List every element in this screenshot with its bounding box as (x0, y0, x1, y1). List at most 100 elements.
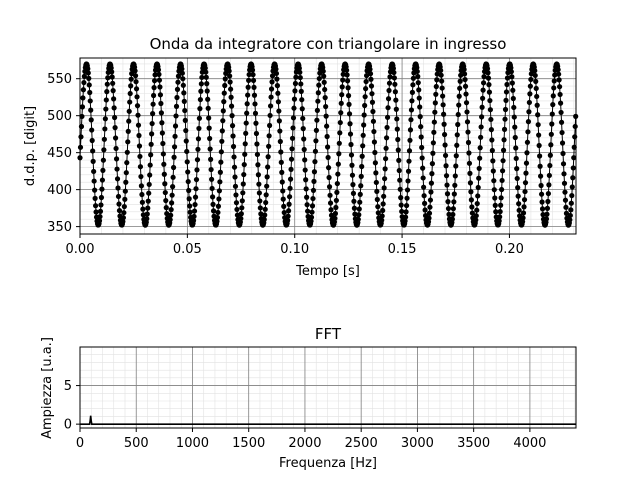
bottom-x-tick-label: 2500 (345, 436, 378, 451)
data-point (182, 117, 188, 123)
time-domain-plot: 0.00 0.05 0.10 0.15 0.20 350 400 450 500 550 Ond… (23, 35, 579, 279)
data-point (302, 167, 308, 173)
data-point (303, 177, 309, 183)
data-point (349, 172, 356, 178)
data-point (298, 81, 304, 87)
data-point (549, 121, 555, 127)
data-point (570, 165, 576, 171)
data-point (368, 76, 374, 82)
data-point (335, 171, 341, 177)
data-point (410, 75, 416, 81)
data-point (550, 102, 556, 108)
data-point (122, 196, 128, 202)
data-point (433, 83, 439, 90)
data-point (98, 194, 105, 201)
data-point (158, 110, 164, 116)
data-point (407, 127, 414, 133)
data-point (230, 133, 236, 139)
data-point (186, 187, 192, 194)
data-point (194, 167, 200, 173)
data-point (246, 77, 252, 83)
data-point (150, 101, 156, 107)
data-point (101, 136, 107, 142)
data-point (195, 136, 202, 142)
data-point (364, 72, 370, 79)
data-point (253, 130, 260, 137)
data-point (255, 172, 261, 178)
bottom-x-tick-label: 2000 (288, 436, 321, 451)
data-point (263, 199, 269, 206)
data-point (185, 169, 191, 175)
data-point (479, 114, 485, 120)
data-point (126, 108, 132, 114)
data-point (269, 79, 275, 85)
data-point (520, 215, 526, 221)
data-point (511, 104, 517, 111)
data-point (408, 107, 415, 113)
data-point (323, 103, 329, 110)
data-point (257, 205, 263, 211)
data-point (535, 122, 541, 128)
data-point (285, 213, 291, 219)
data-point (414, 65, 420, 71)
data-point (452, 182, 458, 188)
data-point (301, 136, 307, 142)
data-point (444, 191, 451, 197)
data-point (534, 93, 540, 100)
data-point (527, 83, 533, 89)
data-point (233, 192, 239, 198)
data-point (233, 200, 240, 206)
data-point (403, 209, 409, 215)
data-point (206, 125, 212, 131)
data-point (481, 74, 487, 80)
data-point (184, 148, 190, 155)
data-point (241, 161, 247, 168)
data-point (268, 86, 275, 92)
data-point (171, 144, 178, 150)
data-point (256, 190, 262, 196)
data-point (219, 138, 225, 144)
data-point (409, 98, 415, 104)
data-point (251, 92, 258, 98)
data-point (492, 202, 498, 208)
data-point (446, 211, 452, 217)
data-point (326, 184, 333, 190)
data-point (467, 180, 474, 186)
data-point (485, 75, 492, 81)
data-point (197, 96, 203, 103)
data-point (473, 217, 479, 223)
data-point (524, 150, 530, 156)
data-point (151, 85, 157, 91)
data-point (163, 197, 169, 204)
data-point (508, 69, 514, 75)
bottom-x-ticks: 0 500 1000 1500 2000 2500 3000 3500 4000 (76, 428, 546, 451)
data-point (92, 187, 98, 193)
data-point (173, 113, 179, 119)
data-point (369, 91, 375, 97)
data-point (169, 200, 175, 206)
data-point (298, 88, 304, 94)
data-point (383, 145, 389, 151)
data-point (159, 120, 165, 126)
data-point (442, 142, 448, 148)
data-point (157, 92, 164, 98)
data-point (181, 90, 187, 96)
data-point (363, 86, 369, 92)
top-chart-title: Onda da integratore con triangolare in i… (150, 35, 507, 53)
data-point (116, 207, 123, 214)
data-point (138, 173, 144, 180)
data-point (254, 151, 261, 158)
data-point (527, 91, 533, 97)
data-point (93, 203, 99, 209)
data-point (416, 87, 422, 93)
data-point (426, 215, 432, 221)
data-point (434, 71, 440, 77)
data-point (320, 68, 326, 74)
data-point (516, 207, 522, 213)
data-point (229, 113, 235, 119)
data-point (379, 217, 385, 223)
data-point (102, 126, 108, 132)
data-point (246, 71, 252, 78)
data-point (491, 187, 497, 193)
top-y-tick-label: 500 (47, 109, 72, 124)
